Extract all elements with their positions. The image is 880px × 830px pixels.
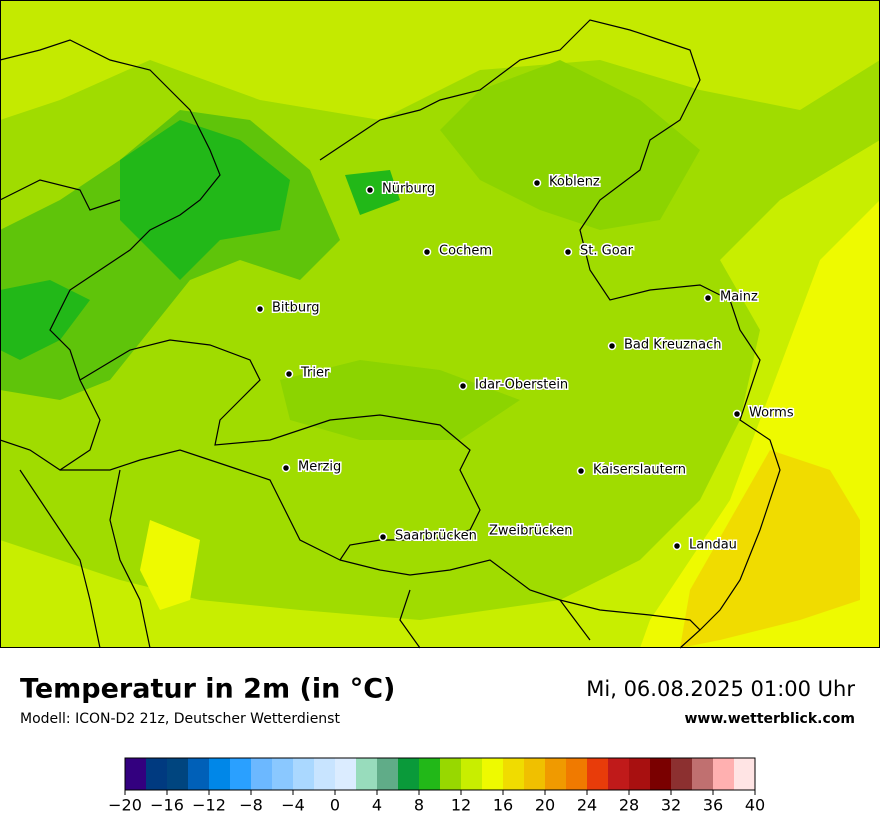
colorbar-box (587, 758, 609, 790)
colorbar-tick-label: −20 (108, 796, 142, 815)
border (0, 179, 121, 211)
temperature-area (280, 360, 520, 440)
border (339, 559, 701, 649)
city-label: Merzig (298, 460, 341, 475)
title: Temperatur in 2m (in °C) (20, 674, 395, 705)
colorbar-tick-label: −12 (192, 796, 226, 815)
colorbar-tick-label: 0 (330, 796, 340, 815)
colorbar-box (482, 758, 504, 790)
colorbar-tick-label: 32 (661, 796, 681, 815)
colorbar-box (377, 758, 399, 790)
border (0, 39, 221, 471)
city-label: Nürburg (382, 182, 435, 197)
colorbar-box (272, 758, 294, 790)
colorbar-tick-label: 4 (372, 796, 382, 815)
datetime: Mi, 06.08.2025 01:00 Uhr (586, 677, 855, 701)
city-dot (458, 381, 468, 391)
city-label: St. Goar (580, 244, 634, 259)
colorbar-box (146, 758, 168, 790)
colorbar-box (692, 758, 714, 790)
city-label: Koblenz (549, 175, 600, 190)
colorbar-box (314, 758, 336, 790)
colorbar-box (713, 758, 735, 790)
city-dot (378, 532, 388, 542)
colorbar-box (419, 758, 441, 790)
colorbar-box (524, 758, 546, 790)
city-dot (365, 185, 375, 195)
city-label: Landau (689, 538, 737, 553)
city-dot (703, 293, 713, 303)
temperature-area (440, 60, 700, 230)
city-label: Mainz (720, 290, 758, 305)
map: Nürburg Koblenz Cochem St. Goar Mainz Bitburg… (0, 0, 880, 649)
colorbar-box (251, 758, 273, 790)
colorbar-box (293, 758, 315, 790)
city-dot (281, 463, 291, 473)
city-label: Trier (300, 366, 330, 381)
city-label: Worms (749, 406, 794, 421)
city-dot (607, 341, 617, 351)
city-dot (672, 541, 682, 551)
colorbar-box (209, 758, 231, 790)
website: www.wetterblick.com (685, 711, 856, 727)
colorbar-box (566, 758, 588, 790)
colorbar-box (650, 758, 672, 790)
colorbar-box (188, 758, 210, 790)
border (319, 19, 781, 631)
colorbar-tick-label: 24 (577, 796, 597, 815)
colorbar-tick-label: 20 (535, 796, 555, 815)
colorbar-box (503, 758, 525, 790)
colorbar-box (545, 758, 567, 790)
border (109, 469, 151, 649)
colorbar-tick-label: 40 (745, 796, 765, 815)
city-label: Saarbrücken (395, 529, 477, 544)
temperature-area (0, 0, 880, 120)
colorbar-box (356, 758, 378, 790)
colorbar-box (398, 758, 420, 790)
colorbar-tick-label: −8 (239, 796, 263, 815)
city-dot (284, 369, 294, 379)
temperature-area (680, 450, 860, 648)
colorbar-box (608, 758, 630, 790)
colorbar-box (440, 758, 462, 790)
city-label: Bad Kreuznach (624, 338, 722, 353)
temperature-area (120, 120, 290, 280)
border (19, 469, 101, 649)
colorbar-box (125, 758, 147, 790)
colorbar-tick-label: 28 (619, 796, 639, 815)
colorbar-tick-label: 16 (493, 796, 513, 815)
colorbar-tick-label: −16 (150, 796, 184, 815)
city-label: Idar-Oberstein (475, 378, 568, 393)
temperature-area (140, 520, 200, 610)
colorbar-box (629, 758, 651, 790)
colorbar-box (335, 758, 357, 790)
model-info: Modell: ICON-D2 21z, Deutscher Wetterdie… (20, 711, 340, 727)
city-label: Bitburg (272, 301, 320, 316)
colorbar-box (734, 758, 756, 790)
city-dot (563, 247, 573, 257)
city-label: Zweibrücken (489, 524, 572, 539)
border (60, 339, 481, 561)
city-dot (422, 247, 432, 257)
colorbar-box (230, 758, 252, 790)
city-dot (732, 409, 742, 419)
colorbar-frame (124, 757, 756, 791)
colorbar-tick-label: −4 (281, 796, 305, 815)
colorbar-tick-label: 36 (703, 796, 723, 815)
city-dot (576, 466, 586, 476)
colorbar-tick-label: 12 (451, 796, 471, 815)
city-dot (532, 178, 542, 188)
colorbar-box (461, 758, 483, 790)
colorbar-box (671, 758, 693, 790)
city-dot (255, 304, 265, 314)
border (399, 589, 591, 649)
colorbar-box (167, 758, 189, 790)
city-label: Cochem (439, 244, 492, 259)
colorbar-tick-label: 8 (414, 796, 424, 815)
city-label: Kaiserslautern (593, 463, 686, 478)
temperature-area (0, 280, 90, 360)
